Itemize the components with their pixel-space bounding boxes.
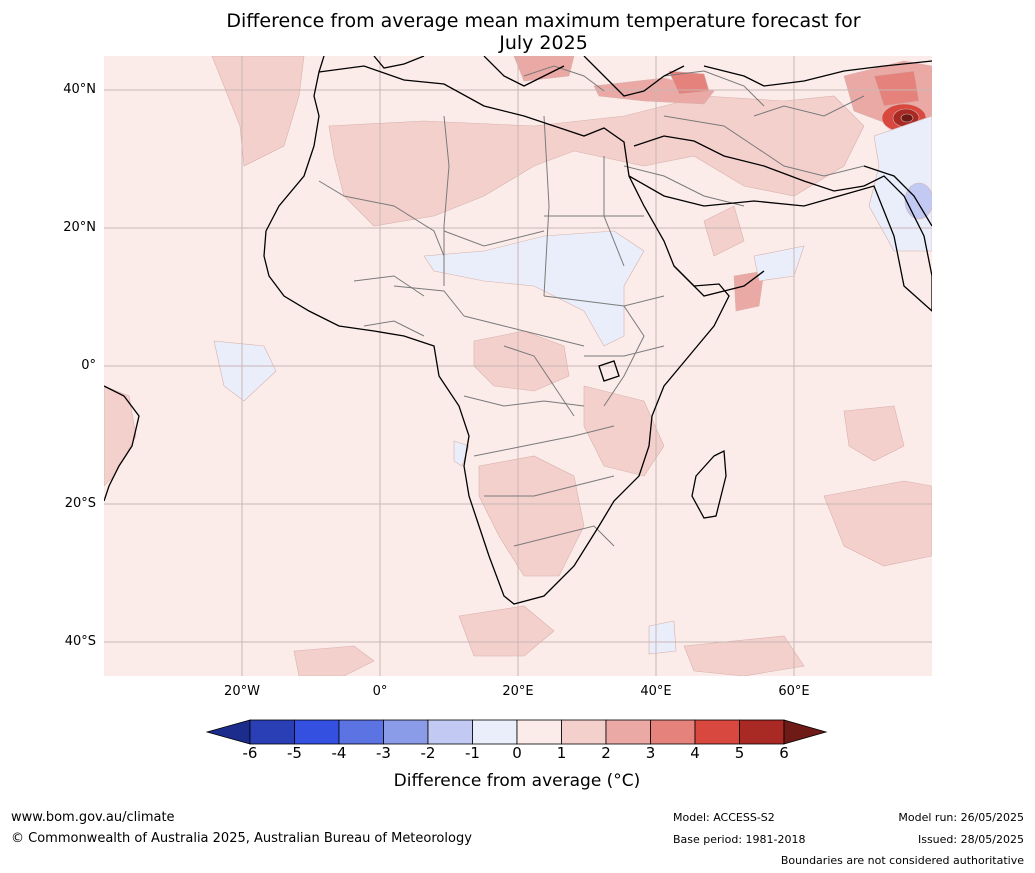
colorbar-tick-label: -3 [376,744,391,762]
colorbar-tick-label: -1 [465,744,480,762]
anomaly-patch [733,270,765,312]
footer-disclaimer: Boundaries are not considered authoritat… [780,854,1024,867]
footer-url: www.bom.gov.au/climate [11,810,175,825]
footer-issued: Issued: 28/05/2025 [917,833,1024,846]
lat-label-20s: 20°S [64,496,96,511]
anomaly-patch [211,56,305,167]
coastlines [104,56,932,605]
colorbar-tick-label: -4 [331,744,347,762]
anomaly-patch [583,385,665,477]
anomaly-patch [478,455,585,577]
colorbar-segment [294,719,340,745]
anomaly-patch [473,330,570,392]
lat-label-40n: 40°N [63,82,96,97]
anomaly-patch-cool [648,620,677,655]
anomaly-patch-cool [423,230,645,347]
colorbar-segment [694,719,740,745]
lon-label-0: 0° [372,684,388,699]
colorbar-label: Difference from average (°C) [393,771,641,791]
colorbar-tick-label: -6 [242,744,258,762]
footer-base-period: Base period: 1981-2018 [673,833,806,846]
anomaly-patch-cool [213,340,277,402]
colorbar-tick-label: 4 [690,744,700,762]
lat-label-40s: 40°S [64,634,96,649]
colorbar-tick-label: 2 [601,744,611,762]
lat-label-equator: 0° [81,358,96,373]
lon-label-20w: 20°W [224,684,260,699]
footer-model: Model: ACCESS-S2 [673,811,775,824]
colorbar-segment [516,719,562,745]
colorbar-tick-label: 1 [556,744,567,762]
colorbar-segment [650,719,696,745]
colorbar-segment [561,719,607,745]
anomaly-patch [873,70,920,107]
lon-label-60e: 60°E [778,684,810,699]
graticule [104,56,932,676]
country-borders [318,65,865,547]
colorbar-extend-max [783,719,828,745]
colorbar-segment [338,719,384,745]
colorbar-segment [739,719,785,745]
lon-label-40e: 40°E [640,684,672,699]
colorbar-tick-label: -2 [420,744,436,762]
colorbar-tick-label: 3 [645,744,656,762]
temperature-anomaly-map [104,56,932,676]
title-line-1: Difference from average mean maximum tem… [226,10,861,32]
lat-label-20n: 20°N [63,220,96,235]
anomaly-patch-cool [453,440,470,467]
colorbar-tick-label: -5 [287,744,302,762]
anomaly-patch [683,635,805,676]
colorbar-segment [249,719,295,745]
anomaly-patch [703,205,745,257]
colorbar-segment [383,719,429,745]
colorbar-extend-min [206,719,251,745]
footer-model-run: Model run: 26/05/2025 [898,811,1024,824]
anomaly-patch [823,480,932,567]
colorbar-tick-label: 0 [512,744,522,762]
anomaly-patch-cool [904,182,932,220]
colorbar-segment [605,719,651,745]
colorbar-segment [472,719,518,745]
lon-label-20e: 20°E [502,684,534,699]
map-title: Difference from average mean maximum tem… [0,10,1035,54]
anomaly-patch [293,645,375,676]
anomaly-patch [328,95,865,227]
colorbar [206,719,828,745]
anomaly-patch [458,605,555,657]
anomaly-patch [843,405,905,462]
footer-copyright: © Commonwealth of Australia 2025, Austra… [11,831,472,846]
colorbar-segment [427,719,473,745]
anomaly-contours [104,56,932,676]
anomaly-hotspot-peak [900,113,914,123]
colorbar-tick-label: 6 [779,744,789,762]
title-line-2: July 2025 [499,32,588,54]
anomaly-patch [668,70,710,95]
colorbar-tick-label: 5 [734,744,745,762]
